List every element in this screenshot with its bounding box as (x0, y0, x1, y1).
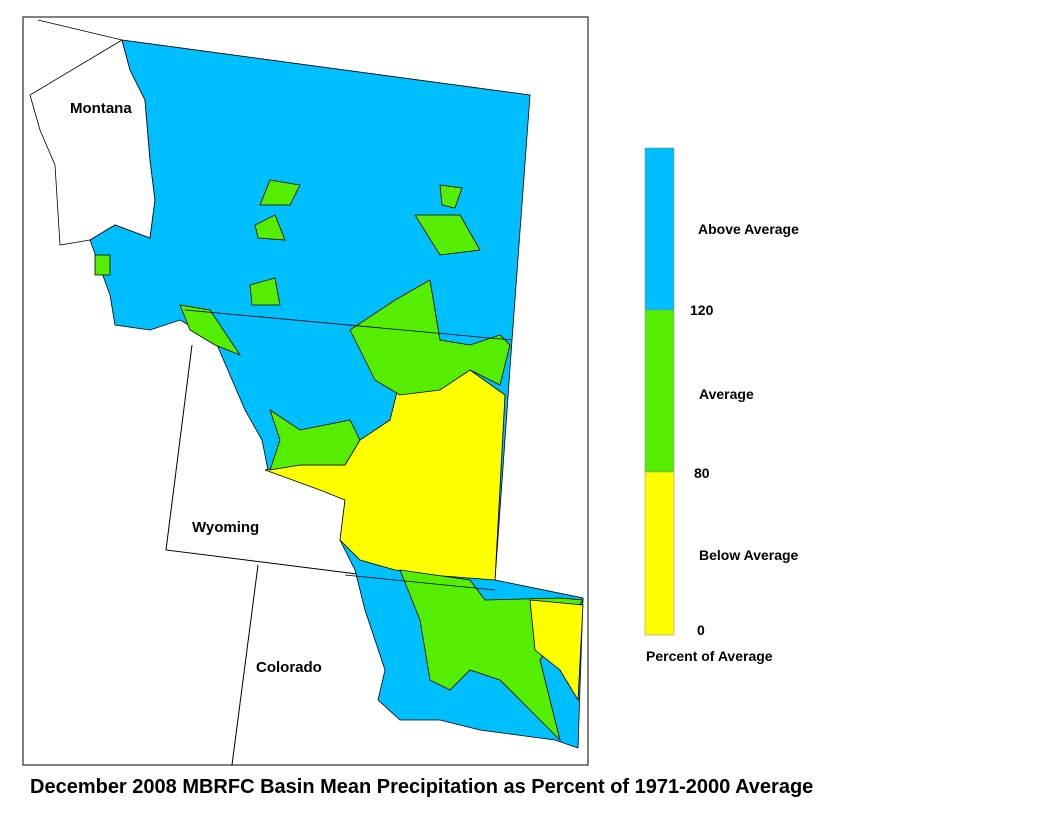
legend-swatch (644, 147, 675, 311)
basin-area (259, 179, 301, 206)
legend-label: Below Average (699, 547, 799, 563)
state-label: Wyoming (192, 519, 259, 536)
colorado-outline (231, 564, 259, 766)
legend-break: 120 (690, 302, 714, 318)
legend-label: Above Average (698, 221, 799, 237)
basin-area (94, 254, 111, 276)
state-border (344, 574, 496, 591)
legend-break: 0 (697, 622, 705, 638)
basin-area (439, 184, 463, 209)
basin-area (269, 409, 361, 471)
legend-swatch (644, 471, 675, 636)
legend-swatch (644, 309, 675, 473)
title: December 2008 MBRFC Basin Mean Precipita… (30, 776, 813, 798)
basin-area (179, 304, 242, 356)
legend-title: Percent of Average (646, 648, 773, 664)
basin-area (414, 214, 481, 256)
basin-area (249, 277, 281, 306)
wyoming-outline (165, 344, 366, 576)
legend-break: 80 (694, 465, 710, 481)
state-label: Colorado (256, 659, 322, 676)
basin-area (254, 214, 286, 241)
basin-area (529, 599, 584, 702)
state-border (184, 309, 513, 341)
state-label: Montana (70, 100, 132, 117)
basins (89, 39, 584, 749)
legend-label: Average (699, 386, 754, 402)
basin-area (349, 279, 511, 396)
